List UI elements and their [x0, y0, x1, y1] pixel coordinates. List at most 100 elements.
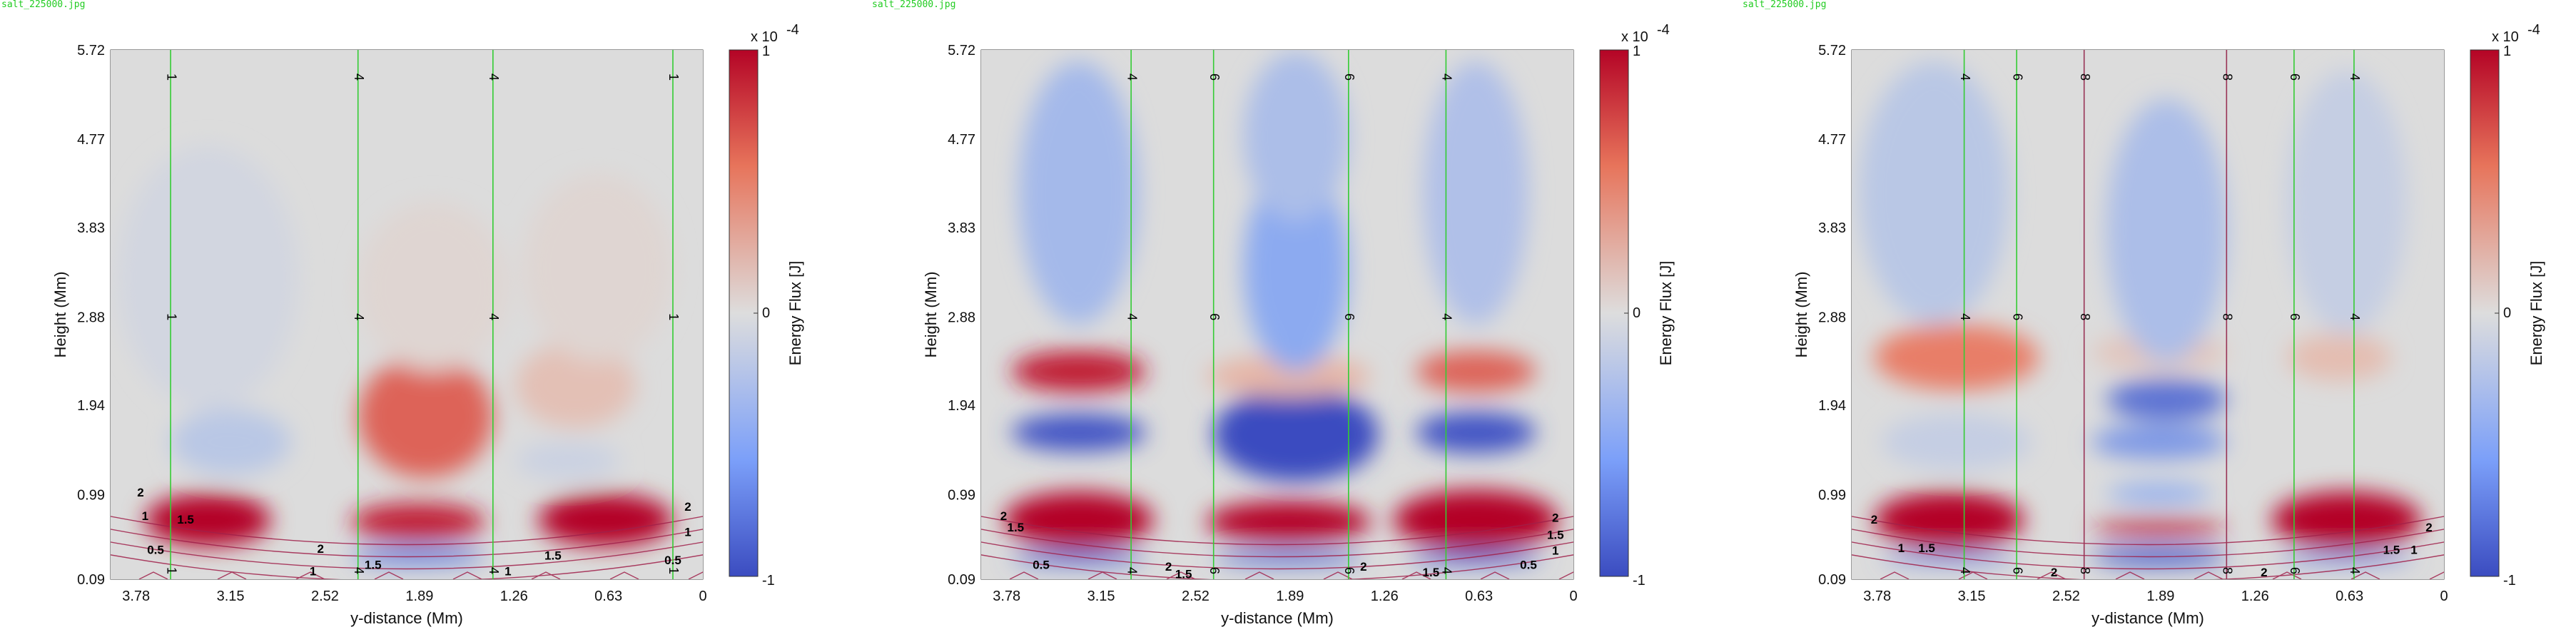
x-axis-label: y-distance (Mm)	[1221, 609, 1334, 627]
contours	[111, 516, 703, 579]
x-tick-label: 1.89	[405, 588, 433, 604]
contour-label: 2	[317, 542, 323, 556]
flux-region	[1393, 489, 1558, 551]
field-line-label: 8	[2078, 313, 2092, 320]
flux-region	[515, 442, 621, 480]
x-axis-label: y-distance (Mm)	[2091, 609, 2204, 627]
contour-label: 1	[142, 509, 148, 523]
contour-wiggle	[2037, 571, 2067, 579]
contour-label: 1.5	[1008, 521, 1025, 534]
field-line-label: 4	[352, 73, 366, 81]
field-line-label: 1	[164, 313, 178, 320]
field-line-label: 1	[164, 73, 178, 81]
x-tick-label: 1.89	[2146, 588, 2174, 604]
contour-wiggle	[1958, 571, 1988, 579]
contour-wiggle	[295, 571, 325, 579]
flux-region	[2106, 98, 2227, 362]
contour-line	[1852, 541, 2444, 570]
y-axis-label: Height (Mm)	[51, 271, 69, 357]
y-tick-label: 1.94	[948, 398, 975, 414]
contour-wiggle	[1323, 571, 1353, 579]
field-line-label: 4	[1125, 567, 1139, 574]
flux-region	[515, 343, 636, 428]
field-line-label: 4	[1958, 567, 1972, 574]
contour-line	[981, 554, 1573, 579]
contour-label: 0.5	[147, 543, 164, 556]
y-tick-label: 0.99	[948, 487, 975, 503]
contour-label: 2	[1000, 509, 1007, 523]
field-line-label: 4	[1125, 313, 1139, 320]
flux-region	[1003, 491, 1154, 549]
contour-label: 1	[1898, 541, 1905, 555]
contour-label: 0.5	[1520, 559, 1537, 572]
colorbar-tick-label: 0	[2503, 305, 2511, 321]
x-tick-label: 0	[2440, 588, 2448, 604]
field-line-label: 4	[1440, 313, 1454, 320]
flux-region	[171, 409, 291, 475]
y-tick-label: 3.83	[1818, 220, 1846, 236]
field-line-label: 4	[1440, 73, 1454, 81]
field-line-label: 4	[2348, 73, 2362, 81]
contour-wiggle	[1244, 571, 1274, 579]
y-tick-label: 5.72	[948, 43, 975, 58]
colorbar-exponent-power: -4	[1657, 22, 1670, 38]
y-axis-label: Height (Mm)	[922, 271, 940, 357]
contour-label: 2	[684, 500, 691, 514]
contour-label: 2	[2051, 566, 2057, 579]
flux-region	[118, 146, 298, 409]
field-line-label: 8	[2221, 313, 2235, 320]
contour-line	[111, 529, 703, 558]
field-line-label: 4	[352, 313, 366, 320]
field-line-label: 8	[2078, 567, 2092, 574]
x-tick-label: 3.78	[122, 588, 150, 604]
contour-label: 2	[137, 486, 143, 499]
y-tick-label: 4.77	[1818, 132, 1846, 148]
field-line-label: 1	[666, 567, 681, 574]
field-line-label: 6	[2288, 313, 2302, 320]
x-tick-label: 1.26	[1371, 588, 1399, 604]
flux-region	[1243, 164, 1349, 372]
field-line-label: 8	[2221, 567, 2235, 574]
flux-region	[1243, 51, 1349, 221]
filename-label: salt_225000.jpg	[872, 0, 955, 10]
x-tick-label: 3.78	[1863, 588, 1891, 604]
y-tick-label: 5.72	[1818, 43, 1846, 58]
y-tick-label: 2.88	[77, 310, 105, 325]
field-line-label: 6	[1342, 567, 1357, 574]
flux-region	[1874, 324, 2039, 391]
colorbar-label: Energy Flux [J]	[2527, 261, 2545, 366]
panel-3: salt_225000.jpg 5.72 4.77 3.83 2.88 1.94 0.99 0…	[1743, 0, 2545, 627]
contour-label: 1	[504, 565, 511, 579]
x-tick-label: 2.52	[1182, 588, 1210, 604]
x-tick-label: 3.15	[1958, 588, 1986, 604]
flux-region	[1011, 350, 1147, 392]
contour-wiggle	[2272, 571, 2302, 579]
colorbar	[1599, 49, 1629, 577]
contour-wiggle	[138, 571, 168, 579]
contour-label: 1	[2410, 543, 2417, 556]
flux-region	[2286, 70, 2407, 335]
flux-region	[1874, 491, 2024, 549]
colorbar-tick-label: -1	[1633, 573, 1646, 588]
flux-region	[2091, 519, 2227, 536]
field-line-label: 6	[2010, 73, 2024, 81]
x-tick-label: 2.52	[2052, 588, 2080, 604]
field-line-label: 6	[1207, 313, 1222, 320]
y-tick-label: 3.83	[77, 220, 105, 236]
flux-region	[2286, 334, 2392, 381]
flux-region	[350, 503, 486, 541]
flux-region	[1882, 414, 2032, 471]
contour-line	[111, 516, 703, 546]
field-line-label: 4	[1125, 73, 1139, 81]
contour-label: 1	[684, 525, 691, 539]
contour-label: 1.5	[177, 513, 194, 526]
heatmap-blobs	[1003, 51, 1558, 566]
contour-label: 1.5	[365, 559, 382, 572]
field-line-label: 8	[2221, 73, 2235, 81]
flux-region	[1423, 61, 1528, 325]
flux-region	[350, 546, 486, 566]
